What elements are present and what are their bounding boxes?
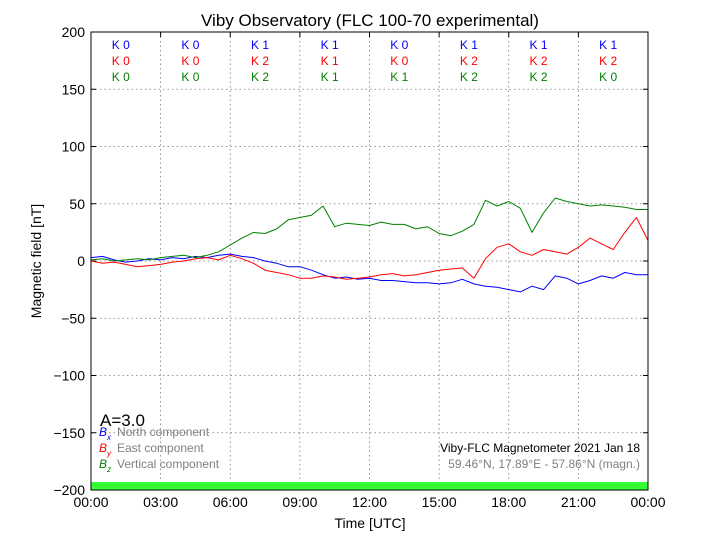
plot-frame [90, 31, 649, 491]
x-axis-label: Time [UTC] [334, 515, 405, 531]
y-tick-label: 150 [62, 81, 86, 97]
series-line-1 [90, 253, 648, 293]
k-index-north: K 1 [251, 38, 269, 52]
legend-label: East component [117, 441, 204, 455]
k-index-vertical: K 2 [530, 70, 548, 84]
activity-bar [91, 481, 648, 490]
k-index-east: K 2 [460, 54, 478, 68]
k-index-north: K 1 [530, 38, 548, 52]
y-tick-label: 100 [62, 139, 86, 155]
y-tick-label: −150 [53, 425, 85, 441]
y-tick-label: −200 [53, 482, 85, 498]
x-tick-label: 18:00 [491, 494, 526, 510]
data-lines [90, 197, 649, 293]
k-index-north: K 0 [112, 38, 130, 52]
legend-subscript: z [106, 465, 111, 474]
k-index-north: K 1 [321, 38, 339, 52]
y-tick-label: 0 [77, 253, 85, 269]
y-axis-label: Magnetic field [nT] [28, 204, 44, 318]
y-tick-label: 50 [69, 196, 85, 212]
k-index-table: K 0 K 0 K 1 K 1 K 0 K 1 K 1 K 1 K 0 K 0 K 2 K 1 K 0 K… [112, 38, 618, 84]
x-axis-ticks: 00:00 03:00 06:00 09:00 12:00 15:00 18:00 21:00… [73, 32, 666, 510]
x-tick-label: 09:00 [282, 494, 317, 510]
k-index-east: K 0 [181, 54, 199, 68]
y-axis-ticks: 200 150 100 50 0 −50 −100 −150 −200 [53, 24, 648, 498]
k-index-vertical: K 0 [599, 70, 617, 84]
y-tick-label: −50 [61, 310, 85, 326]
k-index-north: K 0 [390, 38, 408, 52]
k-index-vertical: K 1 [321, 70, 339, 84]
k-index-east: K 0 [390, 54, 408, 68]
legend-label: North component [117, 425, 210, 439]
k-index-vertical: K 0 [112, 70, 130, 84]
k-index-east: K 0 [112, 54, 130, 68]
x-tick-label: 12:00 [352, 494, 387, 510]
legend-subscript: y [106, 449, 112, 458]
y-tick-label: −100 [53, 368, 85, 384]
instrument-label: Viby-FLC Magnetometer 2021 Jan 18 [440, 441, 640, 455]
k-index-east: K 2 [530, 54, 548, 68]
x-tick-label: 21:00 [561, 494, 596, 510]
activity-index: A=3.0 [100, 411, 145, 430]
k-index-vertical: K 2 [460, 70, 478, 84]
x-tick-label: 03:00 [143, 494, 178, 510]
grid-lines [91, 32, 648, 490]
legend-subscript: x [106, 433, 112, 442]
legend-label: Vertical component [117, 457, 220, 471]
chart-title: Viby Observatory (FLC 100-70 experimenta… [201, 11, 539, 30]
k-index-vertical: K 1 [390, 70, 408, 84]
x-tick-label: 00:00 [73, 494, 108, 510]
x-tick-label: 00:00 [630, 494, 665, 510]
legend-symbol: B [99, 425, 107, 439]
x-tick-label: 06:00 [213, 494, 248, 510]
k-index-east: K 2 [599, 54, 617, 68]
legend-symbol: B [99, 457, 107, 471]
y-tick-label: 200 [62, 24, 86, 40]
x-tick-label: 15:00 [422, 494, 457, 510]
k-index-vertical: K 0 [181, 70, 199, 84]
k-index-north: K 1 [460, 38, 478, 52]
series-line-2 [90, 217, 649, 280]
k-index-north: K 0 [181, 38, 199, 52]
legend-symbol: B [99, 441, 107, 455]
k-index-vertical: K 2 [251, 70, 269, 84]
k-index-east: K 2 [251, 54, 269, 68]
k-index-east: K 1 [321, 54, 339, 68]
series-line-3 [90, 197, 648, 262]
k-index-north: K 1 [599, 38, 617, 52]
location-label: 59.46°N, 17.89°E - 57.86°N (magn.) [448, 457, 640, 471]
